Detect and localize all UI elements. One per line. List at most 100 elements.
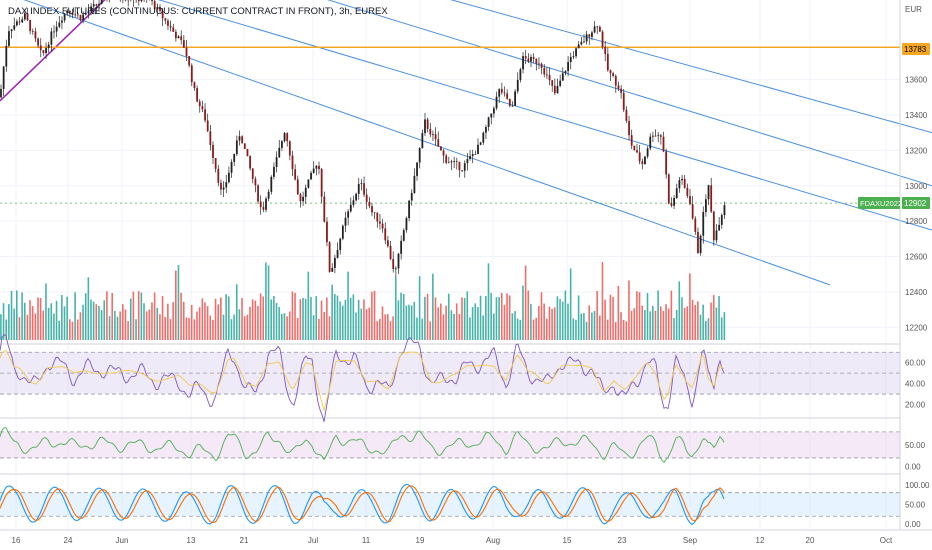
volume-bar: [230, 319, 233, 340]
volume-bar: [389, 321, 392, 340]
candle-body: [204, 109, 206, 121]
channel-lines[interactable]: [0, 0, 932, 286]
volume-bar: [609, 294, 612, 340]
volume-bar: [612, 297, 614, 340]
volume-bar: [196, 311, 198, 340]
candle-body: [23, 13, 26, 20]
volume-bars: [0, 262, 726, 340]
candle-body: [400, 240, 403, 254]
volume-bar: [259, 293, 262, 340]
candle-body: [29, 20, 32, 32]
volume-bar: [376, 321, 378, 340]
candle-body: [702, 212, 705, 236]
candle-body: [175, 31, 177, 39]
price-tick-label: 13200: [905, 146, 928, 155]
volume-bar: [190, 304, 193, 340]
candle-body: [503, 92, 506, 94]
candle-body: [659, 135, 662, 137]
volume-bar: [689, 273, 691, 340]
candle-body: [514, 91, 516, 106]
ticker-price-badge: FDAXU2022 12902: [858, 197, 930, 209]
candle-body: [214, 157, 217, 169]
volume-bar: [567, 303, 569, 340]
volume-bar: [357, 299, 360, 340]
volume-bar: [169, 319, 172, 340]
candle-body: [26, 13, 29, 21]
candle-body: [622, 92, 625, 110]
volume-bar: [241, 298, 243, 340]
candle-body: [432, 134, 434, 136]
candle-body: [180, 36, 183, 41]
price-tick-label: 12200: [905, 323, 928, 332]
volume-bar: [463, 298, 466, 340]
time-tick-label: Sep: [683, 536, 698, 545]
volume-bar: [172, 302, 174, 340]
volume-bar: [596, 291, 598, 340]
price-axis[interactable]: EUR 13600 13400 13200 13000 12800 12600 12400 1…: [905, 5, 928, 332]
candle-body: [506, 93, 509, 99]
volume-bar: [670, 290, 673, 340]
volume-bar: [532, 319, 535, 340]
volume-bar: [490, 292, 492, 340]
candle-body: [705, 199, 707, 213]
mfi-pane: 50.00 0.00: [0, 427, 926, 472]
volume-bar: [288, 311, 291, 340]
candle-body: [479, 142, 482, 145]
volume-bar: [222, 314, 225, 340]
time-tick-label: Jul: [308, 536, 318, 545]
candle-body: [53, 31, 55, 33]
candle-body: [442, 150, 445, 156]
volume-bar: [527, 290, 530, 340]
volume-bar: [198, 307, 201, 340]
candle-body: [294, 169, 297, 180]
volume-bar: [387, 314, 389, 340]
candle-body: [347, 211, 350, 218]
volume-bar: [29, 300, 31, 340]
candle-body: [225, 182, 228, 188]
volume-bar: [143, 303, 145, 340]
volume-bar: [98, 305, 100, 340]
candle-body: [689, 196, 691, 205]
volume-bar: [145, 311, 148, 340]
candle-body: [310, 172, 312, 180]
volume-bar: [368, 307, 371, 340]
candle-body: [95, 4, 98, 6]
volume-bar: [127, 321, 129, 340]
time-tick-label: 11: [362, 536, 371, 545]
candle-body: [524, 56, 527, 59]
volume-bar: [275, 302, 278, 340]
volume-bar: [156, 307, 159, 340]
stoch-d-line: [0, 485, 725, 524]
time-tick-label: 23: [618, 536, 627, 545]
volume-bar: [469, 317, 471, 340]
volume-bar: [341, 305, 344, 340]
candle-body: [151, 0, 153, 2]
indicator-tick-label: 50.00: [905, 500, 926, 509]
volume-bar: [225, 294, 227, 340]
candle-body: [720, 215, 723, 225]
candle-body: [667, 174, 670, 204]
candle-body: [543, 67, 546, 75]
volume-bar: [707, 318, 710, 340]
candle-body: [606, 53, 609, 71]
volume-bar: [365, 309, 368, 340]
candle-body: [79, 15, 82, 21]
volume-bar: [339, 301, 341, 340]
volume-bar: [334, 294, 336, 340]
candle-body: [630, 135, 633, 146]
candle-body: [421, 133, 424, 149]
candle-body: [652, 135, 654, 137]
volume-bar: [379, 318, 381, 340]
volume-bar: [447, 293, 450, 340]
candle-body: [296, 179, 299, 195]
candle-body: [683, 178, 686, 188]
volume-bar: [270, 299, 272, 340]
time-axis[interactable]: 16 24 Jun 13 21 Jul 11 19 Aug 15 23 Sep 12 20 Oct: [12, 536, 893, 545]
candle-body: [644, 156, 646, 165]
volume-bar: [318, 318, 320, 340]
volume-bar: [209, 315, 212, 340]
volume-bar: [108, 316, 111, 340]
grid-lines: [0, 0, 900, 530]
volume-bar: [0, 314, 2, 340]
